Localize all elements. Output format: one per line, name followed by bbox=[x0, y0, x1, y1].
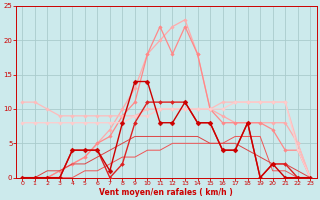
X-axis label: Vent moyen/en rafales ( km/h ): Vent moyen/en rafales ( km/h ) bbox=[100, 188, 233, 197]
